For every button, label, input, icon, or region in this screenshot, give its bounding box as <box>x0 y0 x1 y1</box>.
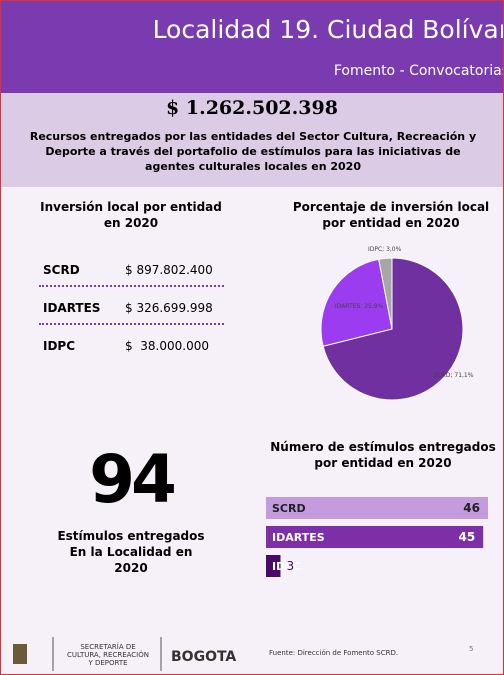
pie-label: IDPC; 3,0% <box>368 246 402 253</box>
entity-name: SCRD <box>43 263 80 277</box>
bar-value: 46 <box>463 501 480 515</box>
amount: $ 1.262.502.398 <box>166 97 338 119</box>
source: Fuente: Dirección de Fomento SCRD. <box>269 649 399 657</box>
entity-amount: $ 897.802.400 <box>125 263 213 277</box>
city-logo: BOGOTA <box>171 649 237 665</box>
entity-amount: $ 326.699.998 <box>125 301 213 315</box>
pie-slice <box>322 257 464 401</box>
subtitle: Fomento - Convocatorias <box>333 63 504 79</box>
bar-value: 45 <box>458 530 475 544</box>
separator <box>39 323 224 325</box>
bar <box>266 555 281 577</box>
entity-name: IDARTES <box>43 301 101 315</box>
page-number: 5 <box>469 645 474 653</box>
pie-slice <box>378 257 393 330</box>
pie-label: SCRD; 71,1% <box>434 372 474 379</box>
pie-slice <box>320 258 393 347</box>
bar-title: Número de estímulos entregados por entid… <box>270 440 496 470</box>
header-band <box>1 1 503 93</box>
stat-caption: Estímulos entregados En la Localidad en … <box>57 529 205 575</box>
bar-category: SCRD <box>272 502 306 515</box>
bar-value: 3 <box>286 559 294 573</box>
summary-band <box>1 93 503 187</box>
pie-title: Porcentaje de inversión local por entida… <box>292 200 490 230</box>
bar <box>266 497 488 519</box>
entity-name: IDPC <box>43 339 76 353</box>
pie-label: IDARTES; 25,9% <box>335 303 384 310</box>
investment-title: Inversión local por entidad en 2020 <box>40 200 222 230</box>
title: Localidad 19. Ciudad Bolívar <box>152 15 504 44</box>
bar-category: IDPC <box>272 560 301 573</box>
bar-category: IDARTES <box>272 531 325 544</box>
logo-text: SECRETARÍA DE CULTURA, RECREACIÓN Y DEPO… <box>67 643 149 667</box>
separator <box>39 285 224 287</box>
entity-amount: $ 38.000.000 <box>125 339 209 353</box>
stat-value: 94 <box>89 441 177 518</box>
crest <box>13 644 27 664</box>
description: Recursos entregados por las entidades de… <box>29 130 477 173</box>
bar <box>266 526 484 548</box>
